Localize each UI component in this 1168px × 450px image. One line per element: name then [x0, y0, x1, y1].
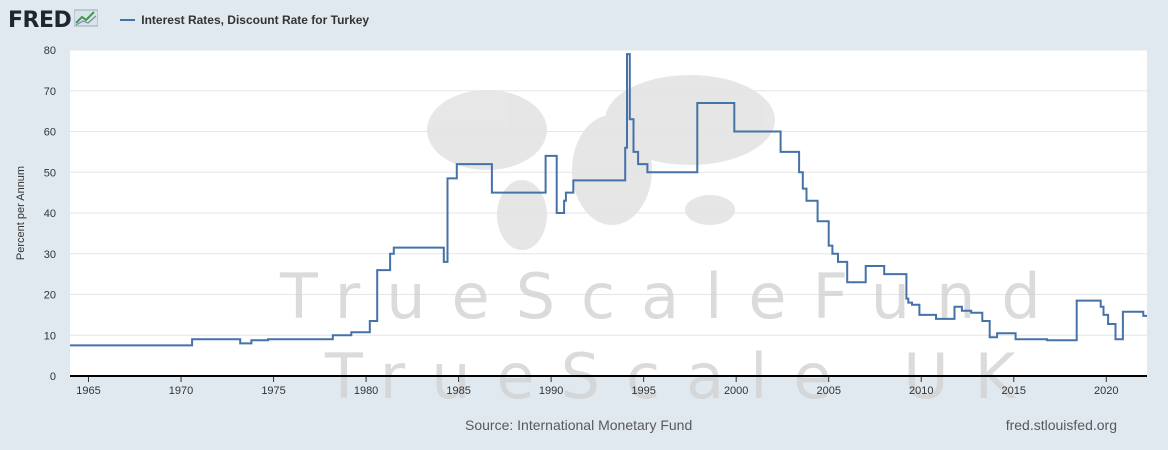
legend-label: Interest Rates, Discount Rate for Turkey [141, 13, 370, 27]
y-axis-ticks: 0 10 20 30 40 50 60 70 80 [44, 45, 56, 383]
x-tick-label: 1970 [169, 385, 193, 397]
y-tick-label: 30 [44, 249, 56, 261]
x-tick-label: 1980 [354, 385, 378, 397]
y-tick-label: 10 [44, 330, 56, 342]
x-tick-label: 1990 [539, 385, 563, 397]
fred-url-link[interactable]: fred.stlouisfed.org [1005, 417, 1117, 433]
x-tick-label: 1985 [446, 385, 470, 397]
y-axis-label: Percent per Annum [15, 166, 27, 260]
y-tick-label: 50 [44, 167, 56, 179]
chart-legend[interactable]: Interest Rates, Discount Rate for Turkey [120, 13, 369, 27]
watermark-line-1: TrueScaleFund [279, 260, 1067, 333]
y-tick-label: 40 [44, 208, 56, 220]
source-note: Source: International Monetary Fund [465, 417, 693, 433]
x-tick-label: 2020 [1094, 385, 1118, 397]
legend-line-swatch [120, 19, 136, 21]
x-axis-ticks: 1965 1970 1975 1980 1985 1990 1995 2000 2005 2010… [76, 376, 1119, 397]
x-tick-label: 2005 [816, 385, 840, 397]
y-tick-label: 70 [44, 86, 56, 98]
y-tick-label: 0 [50, 371, 56, 383]
y-tick-label: 20 [44, 290, 56, 302]
y-tick-label: 80 [44, 45, 56, 57]
world-map-watermark [427, 75, 775, 250]
x-tick-label: 1965 [76, 385, 100, 397]
x-tick-label: 1975 [261, 385, 285, 397]
logo-text: FRED [8, 7, 72, 33]
series-group [70, 53, 1147, 347]
header: FRED Interest Rates, Discount Rate for T… [8, 6, 369, 34]
chart-area[interactable]: TrueScaleFund TrueScale UK 0102030405060… [0, 0, 1168, 410]
x-tick-label: 2015 [1002, 385, 1026, 397]
x-tick-label: 2010 [909, 385, 933, 397]
series-line [70, 53, 1147, 347]
y-tick-label: 60 [44, 127, 56, 139]
x-tick-label: 2000 [724, 385, 748, 397]
x-tick-label: 1995 [631, 385, 655, 397]
